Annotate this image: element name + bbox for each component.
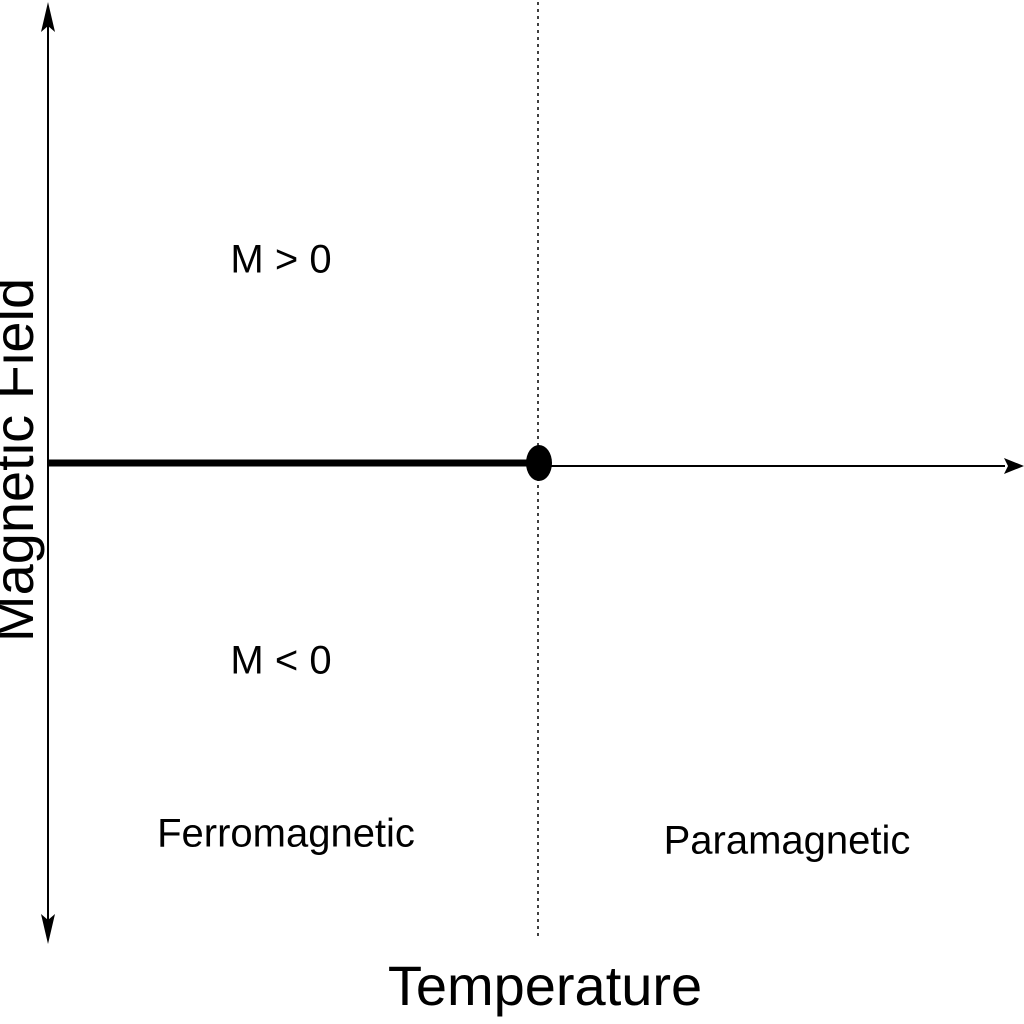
critical-point <box>526 445 552 481</box>
x-axis-arrowhead <box>1004 458 1024 474</box>
label-m-negative: M < 0 <box>230 639 331 683</box>
label-ferromagnetic: Ferromagnetic <box>157 812 415 856</box>
label-m-positive: M > 0 <box>230 238 331 282</box>
label-paramagnetic: Paramagnetic <box>664 819 911 863</box>
y-axis-top-arrowhead <box>41 2 55 32</box>
y-axis-title: Magnetic Field <box>0 278 45 642</box>
y-axis-bottom-arrowhead <box>41 914 55 944</box>
x-axis-title: Temperature <box>388 954 702 1017</box>
